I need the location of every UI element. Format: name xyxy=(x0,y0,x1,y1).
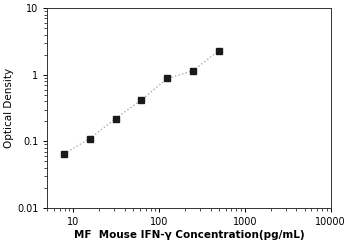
Y-axis label: Optical Density: Optical Density xyxy=(4,68,14,148)
X-axis label: MF  Mouse IFN-γ Concentration(pg/mL): MF Mouse IFN-γ Concentration(pg/mL) xyxy=(74,230,304,240)
